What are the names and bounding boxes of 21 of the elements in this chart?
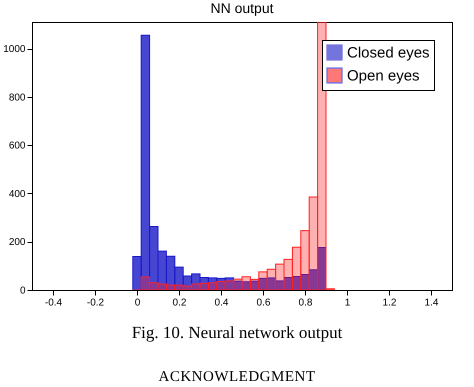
x-tick-label: 1.4 (424, 298, 439, 308)
legend-label: Open eyes (347, 68, 420, 84)
y-tick-label: 600 (8, 140, 26, 152)
x-tick-label: 0.6 (256, 298, 271, 308)
x-tick-label: 0.4 (214, 298, 229, 308)
x-tick-label: 0 (134, 298, 141, 308)
y-tick-label: 1000 (3, 44, 26, 56)
text: ACKNOWLEDGMENT (158, 369, 316, 386)
caption: Fig. 10. Neural network output (130, 323, 344, 343)
x-tick-label: 0.8 (298, 298, 313, 308)
x-tick-label: 1.2 (382, 298, 397, 308)
chart-title: NN output (210, 0, 274, 16)
y-tick-label: 800 (8, 92, 26, 104)
x-tick-label: 1 (344, 298, 351, 308)
x-tick-label: -0.4 (44, 298, 63, 308)
y-tick-label: 200 (8, 237, 26, 248)
y-tick-label: 0 (20, 286, 26, 296)
y-tick-label: 400 (8, 188, 26, 200)
x-tick-label: 0.2 (172, 298, 187, 308)
legend-label: Closed eyes (347, 44, 430, 62)
x-tick-label: -0.2 (86, 298, 105, 308)
